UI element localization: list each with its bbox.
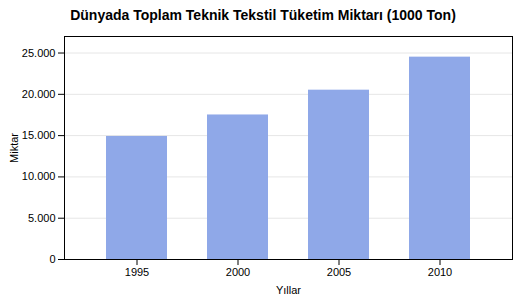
- svg-text:1995: 1995: [125, 266, 149, 278]
- svg-text:2000: 2000: [226, 266, 250, 278]
- svg-text:Miktar: Miktar: [8, 133, 20, 163]
- svg-text:0: 0: [49, 253, 55, 265]
- svg-text:10.000: 10.000: [22, 170, 56, 182]
- svg-text:15.000: 15.000: [22, 129, 56, 141]
- svg-text:20.000: 20.000: [22, 88, 56, 100]
- svg-text:2010: 2010: [428, 266, 452, 278]
- svg-text:Yıllar: Yıllar: [276, 284, 301, 296]
- svg-text:5.000: 5.000: [28, 212, 56, 224]
- svg-text:2005: 2005: [327, 266, 351, 278]
- svg-text:25.000: 25.000: [22, 47, 56, 59]
- html-text:Dünyada Toplam Teknik Tekstil: Dünyada Toplam Teknik Tekstil Tüketim Mi…: [70, 7, 456, 23]
